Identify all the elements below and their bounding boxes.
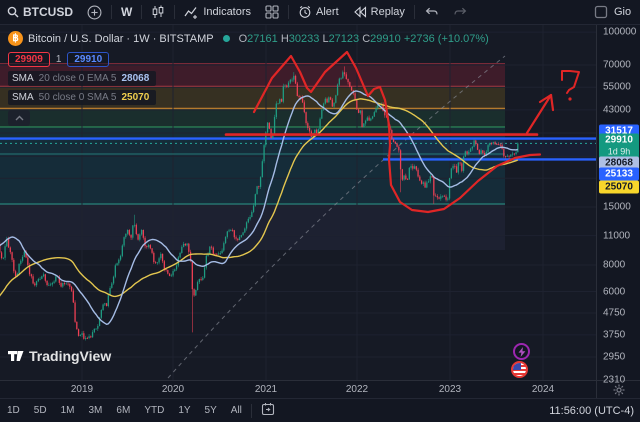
range-ytd[interactable]: YTD: [144, 405, 165, 416]
ohlc-values: O27161 H30233 L27123 C29910 +2736 (+10.0…: [238, 32, 489, 45]
bid-price-box[interactable]: 29909: [8, 52, 50, 67]
replay-rewind-icon: [353, 6, 367, 18]
bottom-toolbar: 1D 5D 1M 3M 6M YTD 1Y 5Y All 11:56:00 (U…: [0, 398, 640, 422]
lightning-icon: [518, 346, 525, 357]
price-tick: 3750: [603, 329, 626, 341]
sma50-value: 25070: [121, 92, 150, 103]
interval-button[interactable]: W: [114, 0, 139, 25]
symbol-title: Bitcoin / U.S. Dollar · 1W · BITSTAMP: [28, 32, 214, 45]
indicator-row-sma20[interactable]: SMA 20 close 0 EMA 5 28068: [8, 71, 157, 86]
price-axis[interactable]: 100000 70000 55000 43000 15000 11000 8000 6000 4…: [596, 25, 640, 385]
undo-icon: [424, 6, 439, 18]
symbol-search-button[interactable]: BTCUSD: [0, 0, 80, 25]
chart-style-button[interactable]: [144, 0, 172, 25]
user-name[interactable]: Gio: [614, 6, 632, 18]
alert-label: Alert: [316, 6, 339, 18]
layout-grid-button[interactable]: [258, 0, 286, 25]
range-6m[interactable]: 6M: [116, 405, 131, 416]
range-1d[interactable]: 1D: [7, 405, 20, 416]
spread-value: 1: [55, 54, 62, 65]
indicators-button[interactable]: Indicators: [177, 0, 258, 25]
alarm-clock-icon: [298, 5, 312, 19]
chart-legend: ฿ Bitcoin / U.S. Dollar · 1W · BITSTAMP …: [8, 31, 489, 126]
price-tick: 8000: [603, 259, 626, 271]
watermark-text: TradingView: [29, 348, 112, 364]
price-label-25133[interactable]: 25133: [599, 167, 639, 181]
undo-button[interactable]: [417, 0, 446, 25]
bid-ask-row: 29909 1 29910: [8, 52, 489, 67]
indicators-icon: [184, 5, 199, 19]
price-tick: 6000: [603, 286, 626, 297]
toolbar-separator: [413, 5, 415, 19]
year-label: 2023: [438, 384, 462, 395]
price-tick: 4750: [603, 307, 626, 319]
legend-symbol-row[interactable]: ฿ Bitcoin / U.S. Dollar · 1W · BITSTAMP …: [8, 31, 489, 46]
redo-icon: [453, 6, 468, 18]
toolbar-separator: [141, 5, 143, 19]
axis-settings-corner[interactable]: [596, 380, 640, 398]
year-label: 2024: [531, 384, 555, 395]
year-label: 2022: [345, 384, 369, 395]
quick-action-bolt-badge[interactable]: [513, 343, 530, 360]
plus-circle-icon: [87, 5, 102, 20]
price-tick: 11000: [603, 230, 631, 242]
gear-icon: [613, 384, 624, 395]
tradingview-watermark: TradingView: [8, 348, 111, 364]
interval-value: W: [121, 5, 133, 19]
legend-collapse-button[interactable]: [8, 110, 30, 126]
replay-button[interactable]: Replay: [346, 0, 412, 25]
toolbar-separator: [111, 5, 112, 19]
go-to-date-button[interactable]: [256, 400, 280, 421]
topbar-right: Gio: [594, 5, 640, 19]
bitcoin-logo-icon: ฿: [8, 31, 23, 46]
ask-price-box[interactable]: 29910: [67, 52, 110, 67]
range-1y[interactable]: 1Y: [178, 405, 191, 416]
range-all[interactable]: All: [230, 405, 242, 416]
time-axis[interactable]: 2019 2020 2021 2022 2023 2024: [0, 380, 596, 398]
sma20-value: 28068: [121, 73, 150, 84]
grid-layout-icon: [265, 5, 279, 19]
search-icon: [7, 6, 19, 18]
compare-add-button[interactable]: [80, 0, 109, 25]
tradingview-logo-icon: [8, 351, 24, 361]
checkbox-icon[interactable]: [594, 5, 608, 19]
flag-badge[interactable]: [511, 361, 528, 378]
price-label-29910[interactable]: 29910 1d 9h: [599, 133, 639, 159]
range-3m[interactable]: 3M: [88, 405, 103, 416]
year-label: 2021: [254, 384, 278, 395]
price-tick: 15000: [603, 201, 631, 213]
market-status-dot: [222, 35, 230, 42]
price-tick: 2950: [603, 351, 626, 363]
price-label-28068[interactable]: 28068: [599, 156, 639, 169]
year-label: 2020: [161, 384, 185, 395]
price-tick: 100000: [603, 26, 637, 38]
top-toolbar: BTCUSD W Indicators: [0, 0, 640, 25]
price-tick: 2310: [603, 374, 626, 386]
toolbar-separator: [250, 403, 252, 418]
year-label: 2019: [70, 384, 94, 395]
clock-label[interactable]: 11:56:00 (UTC-4): [549, 404, 634, 417]
change-value: +2736 (+10.07%): [403, 32, 489, 45]
range-5d[interactable]: 5D: [33, 405, 47, 416]
toolbar-separator: [174, 5, 176, 19]
price-tick: 55000: [603, 81, 631, 93]
candlestick-icon: [151, 5, 165, 19]
price-tick: 70000: [603, 59, 631, 71]
toolbar-separator: [288, 5, 290, 19]
indicator-row-sma50[interactable]: SMA 50 close 0 SMA 5 25070: [8, 90, 157, 105]
alert-button[interactable]: Alert: [291, 0, 346, 25]
calendar-icon: [261, 403, 274, 416]
range-5y[interactable]: 5Y: [204, 405, 217, 416]
range-1m[interactable]: 1M: [60, 405, 75, 416]
price-tick: 43000: [603, 104, 631, 116]
symbol-name: BTCUSD: [23, 5, 73, 19]
replay-label: Replay: [370, 6, 405, 18]
indicators-label: Indicators: [203, 6, 252, 18]
redo-button[interactable]: [446, 0, 475, 25]
chevron-up-icon: [15, 115, 23, 121]
price-label-25070[interactable]: 25070: [599, 180, 639, 193]
